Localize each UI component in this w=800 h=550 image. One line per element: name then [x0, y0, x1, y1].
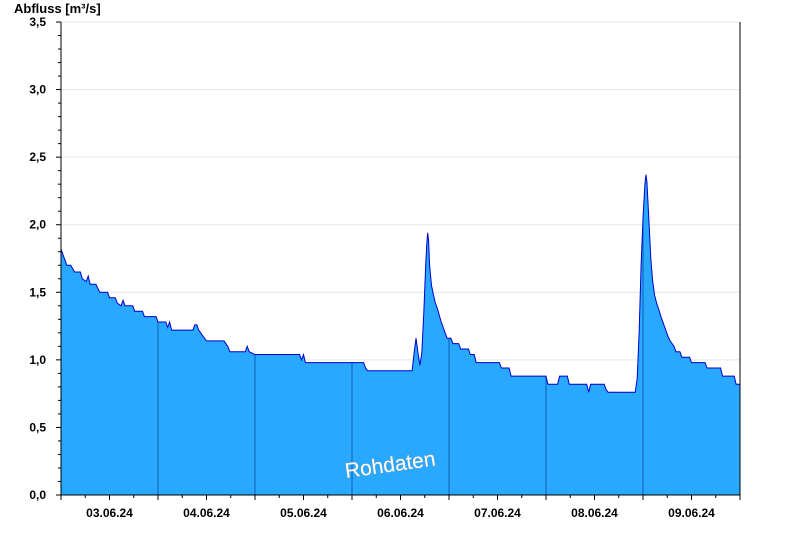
y-axis-label: Abfluss [m³/s]	[14, 1, 101, 16]
x-tick-label: 08.06.24	[571, 506, 618, 520]
day-boundary-lines	[157, 217, 644, 495]
y-tick-label: 2,5	[29, 150, 46, 164]
y-tick-label: 2,0	[29, 218, 46, 232]
x-tick-label: 04.06.24	[183, 506, 230, 520]
x-axis-tick-labels: 03.06.24 04.06.24 05.06.24 06.06.24 07.06.24…	[60, 495, 741, 520]
y-axis-tick-labels: 0,0 0,5 1,0 1,5 2,0 2,5 3,0 3,5	[29, 15, 61, 502]
y-tick-label: 3,0	[29, 83, 46, 97]
y-tick-label: 0,5	[29, 420, 46, 434]
x-tick-label: 06.06.24	[377, 506, 424, 520]
discharge-series-line	[60, 174, 740, 393]
y-tick-label: 0,0	[29, 488, 46, 502]
x-tick-label: 07.06.24	[474, 506, 521, 520]
x-tick-label: 05.06.24	[280, 506, 327, 520]
y-tick-label: 1,0	[29, 353, 46, 367]
y-tick-label: 1,5	[29, 285, 46, 299]
y-tick-label: 3,5	[29, 15, 46, 29]
x-tick-label: 03.06.24	[86, 506, 133, 520]
discharge-area	[61, 174, 740, 495]
x-tick-label: 09.06.24	[668, 506, 715, 520]
